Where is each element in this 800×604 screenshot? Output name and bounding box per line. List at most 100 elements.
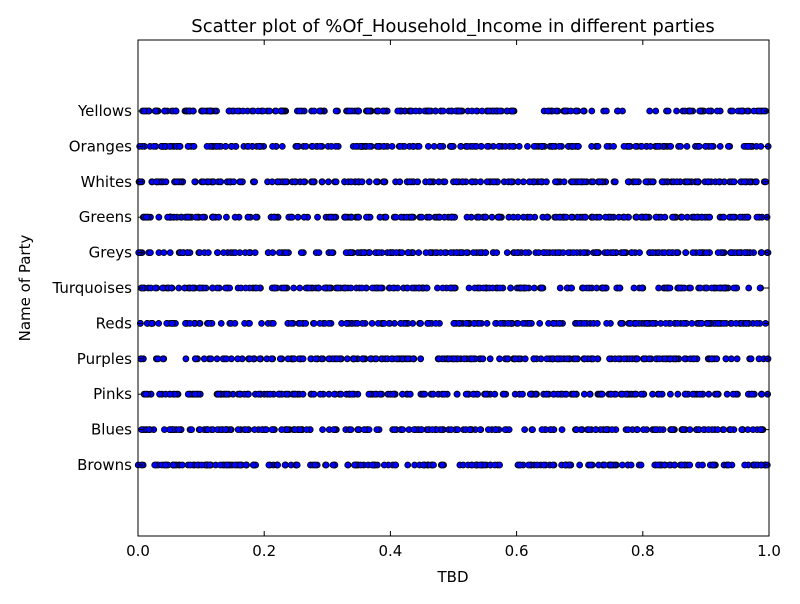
data-point (332, 178, 340, 186)
data-point (520, 213, 527, 221)
y-tick-label: Yellows (77, 102, 132, 120)
data-point (164, 213, 172, 221)
data-point (649, 249, 657, 257)
data-point (251, 426, 258, 434)
data-point (555, 319, 563, 327)
data-point (191, 390, 199, 398)
data-point (709, 461, 717, 469)
data-point (638, 142, 646, 150)
data-point (154, 355, 162, 363)
data-point (656, 355, 663, 363)
data-point (470, 249, 477, 257)
data-point (367, 355, 374, 363)
data-point (375, 249, 383, 257)
data-point (244, 142, 252, 150)
data-point (562, 213, 570, 221)
data-point (251, 178, 259, 186)
data-point (497, 319, 505, 327)
data-point (701, 142, 709, 150)
series-greens (139, 213, 771, 221)
data-point (738, 107, 746, 115)
data-point (215, 390, 222, 398)
data-point (521, 426, 529, 434)
data-point (269, 319, 277, 327)
data-point (634, 426, 641, 434)
data-point (580, 390, 588, 398)
data-point (483, 142, 491, 150)
x-tick-label: 0.0 (126, 542, 150, 560)
data-point (204, 426, 212, 434)
data-point (671, 461, 679, 469)
data-point (476, 426, 484, 434)
data-point (753, 213, 761, 221)
data-point (293, 461, 301, 469)
y-tick-label: Turquoises (51, 279, 132, 297)
data-point (282, 178, 290, 186)
data-point (178, 461, 186, 469)
data-point (209, 213, 217, 221)
data-point (580, 319, 588, 327)
data-point (278, 142, 286, 150)
data-point (228, 142, 235, 150)
data-point (204, 249, 212, 257)
data-point (352, 142, 360, 150)
data-point (618, 390, 626, 398)
data-point (482, 213, 490, 221)
data-point (358, 284, 366, 292)
data-point (696, 107, 704, 115)
data-point (579, 107, 587, 115)
data-point (758, 249, 766, 257)
data-point (256, 355, 264, 363)
data-point (396, 142, 404, 150)
data-point (374, 142, 382, 150)
data-point (414, 178, 422, 186)
data-point (142, 390, 150, 398)
data-point (216, 461, 224, 469)
x-axis-label: TBD (436, 568, 468, 586)
data-point (640, 355, 648, 363)
data-point (696, 249, 704, 257)
data-point (463, 249, 471, 257)
data-point (674, 390, 682, 398)
data-point (311, 461, 319, 469)
data-point (233, 107, 241, 115)
data-point (690, 355, 698, 363)
data-point (521, 355, 529, 363)
data-point (275, 390, 283, 398)
data-point (249, 461, 257, 469)
x-tick-label: 0.6 (505, 542, 529, 560)
data-point (155, 319, 163, 327)
data-point (666, 355, 674, 363)
data-point (299, 390, 307, 398)
data-point (723, 390, 731, 398)
y-tick-labels: Browns Blues Pinks Purples Reds Turquoises Gre… (51, 102, 769, 474)
data-point (166, 249, 174, 257)
data-point (509, 107, 516, 115)
data-point (730, 178, 738, 186)
data-point (626, 319, 634, 327)
data-point (330, 390, 338, 398)
data-point (594, 142, 602, 150)
data-point (485, 107, 493, 115)
data-point (428, 426, 436, 434)
data-point (538, 142, 546, 150)
data-point (310, 319, 318, 327)
data-point (705, 390, 713, 398)
data-point (517, 461, 524, 469)
data-point (638, 284, 646, 292)
data-point (453, 390, 461, 398)
data-point (366, 249, 373, 257)
data-point (495, 213, 502, 221)
data-point (598, 390, 606, 398)
data-point (582, 213, 589, 221)
data-point (643, 319, 651, 327)
y-tick-label: Purples (77, 350, 132, 368)
data-point (729, 107, 737, 115)
data-point (363, 213, 370, 221)
data-point (496, 107, 504, 115)
data-point (540, 249, 547, 257)
series-oranges (136, 142, 772, 150)
data-point (684, 178, 691, 186)
data-point (437, 249, 445, 257)
data-point (744, 142, 752, 150)
